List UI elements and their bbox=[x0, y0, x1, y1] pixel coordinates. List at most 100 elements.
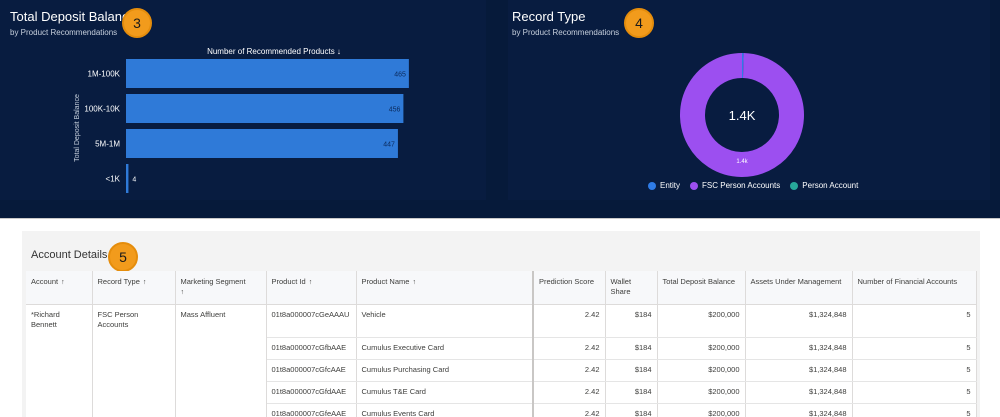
record-type-chart-panel: Record Type by Product Recommendations 4… bbox=[508, 0, 990, 200]
legend-dot bbox=[690, 181, 699, 190]
sort-arrow-icon[interactable]: ↑ bbox=[61, 279, 65, 286]
product-name-cell: Cumulus T&E Card bbox=[356, 381, 534, 404]
bar-value-label: 456 bbox=[389, 107, 401, 114]
table-header-row: Account ↑ Record Type ↑ Marketing Segment ↑… bbox=[26, 271, 977, 305]
bar[interactable] bbox=[126, 59, 409, 88]
aum-cell: $1,324,848 bbox=[745, 337, 853, 360]
column-header-total-deposit-balance[interactable]: Total Deposit Balance bbox=[657, 271, 746, 305]
column-header-record-type[interactable]: Record Type ↑ bbox=[92, 271, 176, 305]
aum-cell: $1,324,848 bbox=[745, 304, 853, 338]
chart-title: Total Deposit Balance bbox=[10, 9, 136, 24]
legend-dot bbox=[790, 181, 799, 190]
bar[interactable] bbox=[126, 129, 398, 158]
product-name-cell: Cumulus Events Card bbox=[356, 403, 534, 417]
donut-slice-label: 1.4k bbox=[736, 159, 748, 165]
column-header-assets-under-management[interactable]: Assets Under Management bbox=[745, 271, 853, 305]
legend-item-fsc-person-accounts[interactable]: FSC Person Accounts bbox=[690, 181, 780, 190]
aum-cell: $1,324,848 bbox=[745, 403, 853, 417]
chart-title: Record Type bbox=[512, 9, 586, 24]
product-id-cell: 01t8a000007cGfeAAE bbox=[266, 403, 357, 417]
product-id-cell: 01t8a000007cGfcAAE bbox=[266, 359, 357, 382]
wallet-share-cell: $184 bbox=[605, 359, 658, 382]
wallet-share-cell: $184 bbox=[605, 381, 658, 404]
column-header-wallet-share[interactable]: Wallet Share bbox=[605, 271, 658, 305]
record-type-cell: FSC Person Accounts bbox=[92, 304, 176, 417]
product-name-cell: Cumulus Executive Card bbox=[356, 337, 534, 360]
product-name-cell: Vehicle bbox=[356, 304, 534, 338]
product-name-cell: Cumulus Purchasing Card bbox=[356, 359, 534, 382]
section-title: Account Details bbox=[31, 249, 108, 261]
aum-cell: $1,324,848 bbox=[745, 359, 853, 382]
bar-chart[interactable]: Number of Recommended Products ↓Total De… bbox=[0, 0, 486, 200]
segment-cell: Mass Affluent bbox=[175, 304, 267, 417]
category-label: 1M-100K bbox=[88, 70, 121, 79]
donut-center-label: 1.4K bbox=[729, 108, 756, 123]
donut-chart[interactable]: 1.4K 1.4k bbox=[508, 0, 990, 200]
bar-value-label: 4 bbox=[132, 177, 136, 184]
legend-item-entity[interactable]: Entity bbox=[648, 181, 680, 190]
deposit-balance-cell: $200,000 bbox=[657, 304, 746, 338]
category-label: 100K-10K bbox=[84, 105, 120, 114]
prediction-score-cell: 2.42 bbox=[532, 403, 606, 417]
financial-accounts-cell: 5 bbox=[852, 381, 977, 404]
category-label: <1K bbox=[106, 175, 121, 184]
column-header-marketing-segment[interactable]: Marketing Segment ↑ bbox=[175, 271, 267, 305]
table-row[interactable]: 01t8a000007cGfbAAE Cumulus Executive Car… bbox=[26, 337, 977, 360]
chart-axis-title: Number of Recommended Products ↓ bbox=[207, 47, 341, 56]
table-row[interactable]: 01t8a000007cGfdAAE Cumulus T&E Card 2.42… bbox=[26, 381, 977, 404]
bar-value-label: 465 bbox=[394, 72, 406, 79]
wallet-share-cell: $184 bbox=[605, 403, 658, 417]
financial-accounts-cell: 5 bbox=[852, 403, 977, 417]
chart-legend: Entity FSC Person Accounts Person Accoun… bbox=[648, 181, 858, 190]
column-header-number-of-financial-accounts[interactable]: Number of Financial Accounts bbox=[852, 271, 977, 305]
y-axis-label: Total Deposit Balance bbox=[74, 94, 81, 162]
deposit-balance-cell: $200,000 bbox=[657, 403, 746, 417]
legend-label: FSC Person Accounts bbox=[702, 181, 781, 190]
table-row[interactable]: 01t8a000007cGfcAAE Cumulus Purchasing Ca… bbox=[26, 359, 977, 382]
table-row[interactable]: 01t8a000007cGfeAAE Cumulus Events Card 2… bbox=[26, 403, 977, 417]
table-row[interactable]: *Richard Bennett FSC Person Accounts Mas… bbox=[26, 304, 977, 417]
dashboard-area: Total Deposit Balance by Product Recomme… bbox=[0, 0, 990, 200]
product-id-cell: 01t8a000007cGfbAAE bbox=[266, 337, 357, 360]
account-cell[interactable]: *Richard Bennett bbox=[26, 304, 93, 417]
wallet-share-cell: $184 bbox=[605, 304, 658, 338]
bar[interactable] bbox=[126, 164, 129, 193]
callout-badge: 3 bbox=[122, 8, 152, 38]
sort-arrow-icon[interactable]: ↑ bbox=[308, 279, 313, 286]
chart-subtitle: by Product Recommendations bbox=[10, 28, 118, 37]
account-details-section: Account Details 5 Account ↑ Record Type ↑ … bbox=[0, 218, 1000, 417]
column-header-account[interactable]: Account ↑ bbox=[26, 271, 93, 305]
wallet-share-cell: $184 bbox=[605, 337, 658, 360]
chart-subtitle: by Product Recommendations bbox=[512, 28, 620, 37]
account-details-table: Account ↑ Record Type ↑ Marketing Segment ↑… bbox=[26, 271, 977, 417]
legend-label: Entity bbox=[660, 181, 681, 190]
column-header-product-id[interactable]: Product Id ↑ bbox=[266, 271, 357, 305]
legend-dot bbox=[648, 181, 656, 190]
column-header-prediction-score[interactable]: Prediction Score bbox=[532, 271, 606, 305]
bar[interactable] bbox=[126, 94, 404, 123]
sort-arrow-icon[interactable]: ↑ bbox=[142, 279, 147, 286]
category-label: 5M-1M bbox=[95, 140, 120, 149]
financial-accounts-cell: 5 bbox=[852, 304, 977, 338]
prediction-score-cell: 2.42 bbox=[532, 304, 606, 338]
column-header-product-name[interactable]: Product Name ↑ bbox=[356, 271, 534, 305]
prediction-score-cell: 2.42 bbox=[532, 337, 606, 360]
prediction-score-cell: 2.42 bbox=[532, 359, 606, 382]
legend-item-person-account[interactable]: Person Account bbox=[790, 181, 858, 190]
product-id-cell: 01t8a000007cGfdAAE bbox=[266, 381, 357, 404]
financial-accounts-cell: 5 bbox=[852, 359, 977, 382]
deposit-balance-cell: $200,000 bbox=[657, 381, 746, 404]
financial-accounts-cell: 5 bbox=[852, 337, 977, 360]
product-id-cell: 01t8a000007cGeAAAU bbox=[266, 304, 357, 338]
prediction-score-cell: 2.42 bbox=[532, 381, 606, 404]
deposit-balance-cell: $200,000 bbox=[657, 337, 746, 360]
donut-slice[interactable] bbox=[680, 53, 804, 177]
aum-cell: $1,324,848 bbox=[745, 381, 853, 404]
bar-value-label: 447 bbox=[383, 142, 395, 149]
deposit-balance-chart-panel: Total Deposit Balance by Product Recomme… bbox=[0, 0, 486, 200]
sort-arrow-icon[interactable]: ↑ bbox=[412, 279, 416, 286]
legend-label: Person Account bbox=[802, 181, 859, 190]
callout-badge: 5 bbox=[108, 242, 138, 272]
deposit-balance-cell: $200,000 bbox=[657, 359, 746, 382]
sort-arrow-icon[interactable]: ↑ bbox=[180, 289, 185, 297]
